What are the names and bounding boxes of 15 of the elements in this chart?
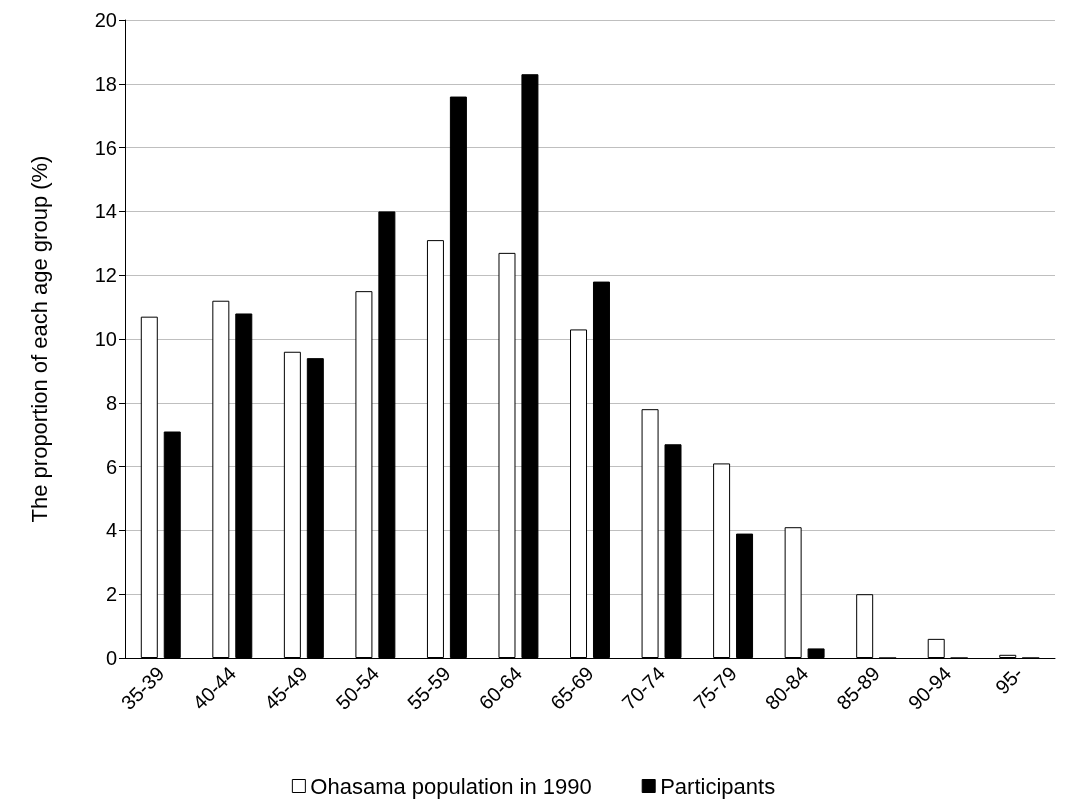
x-tick-label: 95- <box>991 662 1028 699</box>
legend-label: Participants <box>660 773 776 799</box>
y-tick-label: 12 <box>94 264 117 287</box>
y-tick-label: 8 <box>105 391 117 414</box>
y-tick-label: 0 <box>105 647 117 669</box>
y-tick-label: 20 <box>94 9 117 31</box>
y-tick-label: 6 <box>105 455 117 478</box>
y-tick-label: 2 <box>105 583 117 606</box>
legend-label: Ohasama population in 1990 <box>310 773 592 799</box>
y-tick-label: 10 <box>94 328 117 350</box>
y-tick-label: 14 <box>94 200 117 223</box>
y-tick-label: 18 <box>94 72 117 95</box>
y-tick-label: 4 <box>105 519 117 542</box>
y-axis-title: The proportion of each age group (%) <box>26 155 52 523</box>
y-tick-label: 16 <box>94 136 117 159</box>
